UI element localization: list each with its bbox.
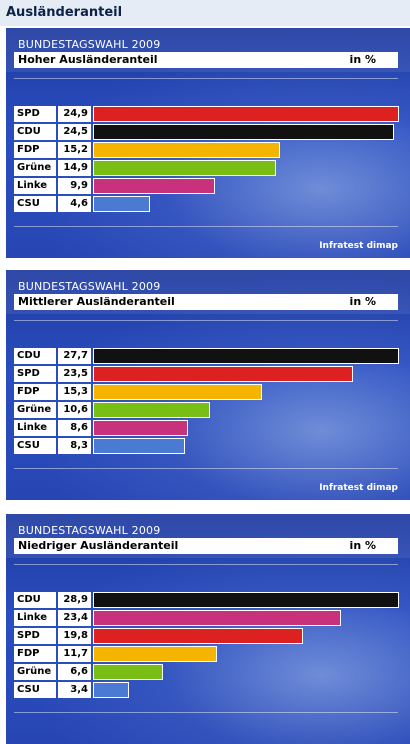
party-label: Linke bbox=[14, 610, 56, 626]
bar-row: FDP 15,2 bbox=[14, 142, 398, 158]
unit-label: in % bbox=[349, 53, 376, 66]
divider bbox=[14, 78, 398, 79]
divider bbox=[14, 226, 398, 227]
bar bbox=[93, 664, 163, 680]
unit-label: in % bbox=[349, 295, 376, 308]
chart-title-bar: Hoher Ausländeranteil in % bbox=[14, 52, 398, 68]
party-label: CSU bbox=[14, 682, 56, 698]
party-label: SPD bbox=[14, 628, 56, 644]
unit-label: in % bbox=[349, 539, 376, 552]
chart-title-bar: Mittlerer Ausländeranteil in % bbox=[14, 294, 398, 310]
party-label: CDU bbox=[14, 592, 56, 608]
bar bbox=[93, 178, 215, 194]
bar bbox=[93, 106, 399, 122]
value-label: 23,5 bbox=[58, 366, 91, 382]
chart-subtitle: BUNDESTAGSWAHL 2009 bbox=[18, 38, 161, 51]
party-label: Grüne bbox=[14, 664, 56, 680]
party-label: Linke bbox=[14, 420, 56, 436]
value-label: 15,3 bbox=[58, 384, 91, 400]
bar bbox=[93, 160, 276, 176]
bar-row: SPD 19,8 bbox=[14, 628, 398, 644]
bar bbox=[93, 384, 262, 400]
divider bbox=[14, 712, 398, 713]
party-label: FDP bbox=[14, 646, 56, 662]
value-label: 19,8 bbox=[58, 628, 91, 644]
divider bbox=[14, 468, 398, 469]
value-label: 23,4 bbox=[58, 610, 91, 626]
chart-title: Hoher Ausländeranteil bbox=[18, 53, 158, 66]
value-label: 11,7 bbox=[58, 646, 91, 662]
value-label: 8,6 bbox=[58, 420, 91, 436]
bar bbox=[93, 348, 399, 364]
bar-row: CDU 24,5 bbox=[14, 124, 398, 140]
source-credit: Infratest dimap bbox=[319, 483, 398, 493]
chart-title: Niedriger Ausländeranteil bbox=[18, 539, 179, 552]
bar-row: FDP 11,7 bbox=[14, 646, 398, 662]
bar bbox=[93, 682, 129, 698]
value-label: 24,5 bbox=[58, 124, 91, 140]
bar bbox=[93, 124, 394, 140]
chart-subtitle: BUNDESTAGSWAHL 2009 bbox=[18, 280, 161, 293]
value-label: 3,4 bbox=[58, 682, 91, 698]
bar bbox=[93, 366, 353, 382]
chart-panel: BUNDESTAGSWAHL 2009 Hoher Ausländeranteil… bbox=[6, 28, 410, 258]
chart-panel: BUNDESTAGSWAHL 2009 Mittlerer Ausländeran… bbox=[6, 270, 410, 500]
bar-row: CDU 28,9 bbox=[14, 592, 399, 608]
party-label: FDP bbox=[14, 384, 56, 400]
party-label: Linke bbox=[14, 178, 56, 194]
party-label: Grüne bbox=[14, 160, 56, 176]
bar-row: Grüne 14,9 bbox=[14, 160, 398, 176]
party-label: CDU bbox=[14, 124, 56, 140]
bar-row: Grüne 6,6 bbox=[14, 664, 398, 680]
bar bbox=[93, 438, 185, 454]
bar bbox=[93, 610, 341, 626]
chart-title-bar: Niedriger Ausländeranteil in % bbox=[14, 538, 398, 554]
page-title: Ausländeranteil bbox=[6, 5, 123, 20]
value-label: 24,9 bbox=[58, 106, 91, 122]
value-label: 28,9 bbox=[58, 592, 91, 608]
bar bbox=[93, 420, 188, 436]
party-label: SPD bbox=[14, 106, 56, 122]
bar-row: CDU 27,7 bbox=[14, 348, 399, 364]
bar-row: Linke 8,6 bbox=[14, 420, 398, 436]
page-header: Ausländeranteil bbox=[0, 0, 410, 26]
party-label: SPD bbox=[14, 366, 56, 382]
party-label: CSU bbox=[14, 438, 56, 454]
bar-row: Linke 9,9 bbox=[14, 178, 398, 194]
bar bbox=[93, 402, 210, 418]
bar-row: Grüne 10,6 bbox=[14, 402, 398, 418]
bar-row: CSU 3,4 bbox=[14, 682, 398, 698]
bar bbox=[93, 196, 150, 212]
divider bbox=[14, 320, 398, 321]
party-label: FDP bbox=[14, 142, 56, 158]
bar-row: CSU 4,6 bbox=[14, 196, 398, 212]
value-label: 14,9 bbox=[58, 160, 91, 176]
value-label: 8,3 bbox=[58, 438, 91, 454]
bar bbox=[93, 592, 399, 608]
divider bbox=[14, 564, 398, 565]
bar-row: Linke 23,4 bbox=[14, 610, 398, 626]
bar-row: CSU 8,3 bbox=[14, 438, 398, 454]
chart-title: Mittlerer Ausländeranteil bbox=[18, 295, 175, 308]
chart-panel: BUNDESTAGSWAHL 2009 Niedriger Ausländeran… bbox=[6, 514, 410, 744]
bar bbox=[93, 646, 217, 662]
value-label: 27,7 bbox=[58, 348, 91, 364]
chart-subtitle: BUNDESTAGSWAHL 2009 bbox=[18, 524, 161, 537]
party-label: Grüne bbox=[14, 402, 56, 418]
bar-row: SPD 23,5 bbox=[14, 366, 398, 382]
bar-row: SPD 24,9 bbox=[14, 106, 399, 122]
party-label: CDU bbox=[14, 348, 56, 364]
bar-row: FDP 15,3 bbox=[14, 384, 398, 400]
bar bbox=[93, 628, 303, 644]
value-label: 15,2 bbox=[58, 142, 91, 158]
value-label: 4,6 bbox=[58, 196, 91, 212]
party-label: CSU bbox=[14, 196, 56, 212]
source-credit: Infratest dimap bbox=[319, 241, 398, 251]
bar bbox=[93, 142, 280, 158]
value-label: 10,6 bbox=[58, 402, 91, 418]
value-label: 6,6 bbox=[58, 664, 91, 680]
value-label: 9,9 bbox=[58, 178, 91, 194]
